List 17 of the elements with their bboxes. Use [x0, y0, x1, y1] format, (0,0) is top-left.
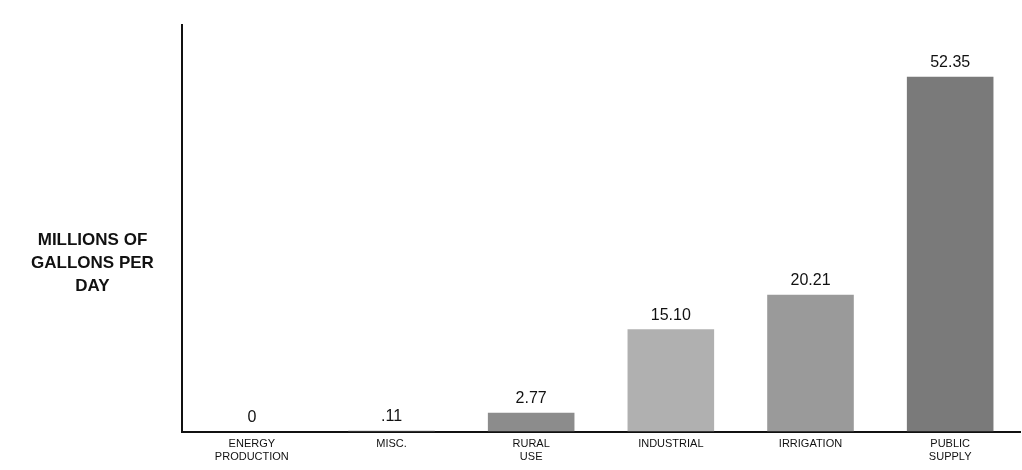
- data-label: 52.35: [930, 53, 971, 71]
- bar: [906, 76, 994, 432]
- data-label: 15.10: [650, 305, 691, 323]
- data-label: 20.21: [790, 271, 831, 289]
- x-tick-label: INDUSTRIAL: [638, 437, 704, 450]
- x-tick-label: ENERGY PRODUCTION: [214, 437, 289, 463]
- bar: [627, 329, 715, 432]
- data-label: 0: [247, 408, 257, 426]
- data-label: 2.77: [515, 389, 547, 407]
- x-tick-label: PUBLIC SUPPLY: [928, 437, 973, 463]
- bar: [767, 294, 854, 432]
- data-label: .11: [380, 407, 403, 425]
- bar: [487, 412, 575, 432]
- x-tick-label: RURAL USE: [512, 437, 550, 463]
- y-axis-title: MILLIONS OF GALLONS PER DAY: [30, 229, 155, 297]
- x-tick-label: MISC.: [376, 437, 407, 450]
- x-tick-label: IRRIGATION: [778, 437, 843, 450]
